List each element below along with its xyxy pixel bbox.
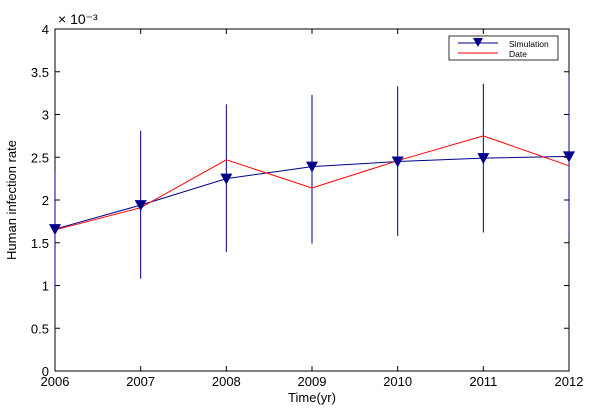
x-tick-label: 2008 [212,374,241,389]
x-tick-label: 2011 [469,374,497,389]
y-tick-label: 2.5 [31,150,49,165]
y-tick-label: 0.5 [31,321,49,336]
x-tick-label: 2006 [41,374,70,389]
series-layer [49,74,575,288]
y-tick-label: 3 [42,108,49,123]
legend: Simulation Date [448,35,559,61]
y-tick-label: 3.5 [31,65,49,80]
y-multiplier-label: × 10⁻³ [58,11,98,27]
simulation-marker [306,161,318,173]
x-axis-label: Time(yr) [288,390,336,405]
simulation-marker [477,153,490,165]
y-tick-label: 1.5 [31,236,49,251]
y-tick-label: 1 [42,279,49,294]
legend-simulation-label: Simulation [509,39,549,49]
x-tick-label: 2012 [555,374,584,389]
simulation-marker [134,200,147,212]
simulation-marker [391,156,404,168]
y-axis-label: Human infection rate [4,140,19,260]
y-tick-label: 2 [42,193,49,208]
y-axis-ticks: 0 0.5 1 1.5 2 2.5 3 3.5 4 [31,22,569,379]
legend-simulation-marker [473,38,483,47]
x-tick-label: 2007 [126,374,155,389]
y-tick-label: 0 [42,364,49,379]
simulation-marker [49,224,61,236]
x-axis-ticks: 2006 2007 2008 2009 2010 2011 2012 [41,29,584,389]
simulation-marker [220,173,233,185]
simulation-marker [563,151,575,163]
x-tick-label: 2010 [383,374,412,389]
legend-box [448,35,559,61]
legend-date-label: Date [509,49,527,59]
y-tick-label: 4 [42,22,49,37]
x-tick-label: 2009 [298,374,327,389]
